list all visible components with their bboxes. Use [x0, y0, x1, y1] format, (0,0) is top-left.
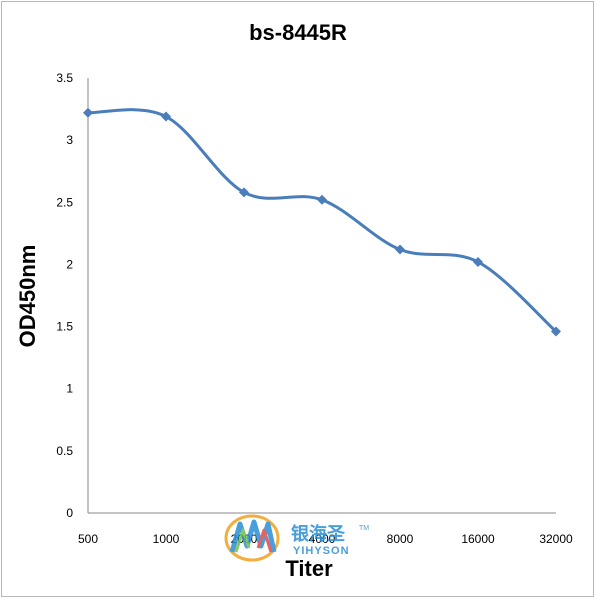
watermark-cn: 银海圣	[291, 523, 346, 545]
watermark-tm: TM	[359, 525, 369, 532]
y-tick-label: 2.5	[56, 195, 73, 209]
x-axis-title: Titer	[285, 556, 333, 581]
data-point-marker	[551, 326, 561, 337]
x-tick-label: 32000	[539, 532, 573, 546]
data-point-marker	[395, 244, 405, 255]
y-tick-labels: 0 0.5 1 1.5 2 2.5 3 3.5	[56, 71, 73, 520]
data-point-marker	[317, 194, 327, 205]
watermark-en: YIHYSON	[293, 545, 350, 557]
y-tick-label: 3	[66, 133, 73, 147]
x-tick-labels: 500 1000 2000 4000 8000 16000 32000	[78, 532, 573, 546]
chart-title: bs-8445R	[249, 20, 347, 45]
x-tick-label: 1000	[153, 532, 180, 546]
y-tick-label: 3.5	[56, 71, 73, 85]
watermark-logo: 银海圣 TM YIHYSON	[224, 514, 369, 562]
y-axis-title: OD450nm	[15, 245, 40, 348]
x-tick-label: 500	[78, 532, 98, 546]
data-point-marker	[161, 111, 171, 122]
y-tick-label: 1.5	[56, 320, 73, 334]
y-tick-label: 0.5	[56, 444, 73, 458]
x-tick-label: 16000	[461, 532, 495, 546]
logo-mark	[224, 514, 280, 562]
y-tick-label: 1	[66, 382, 73, 396]
x-tick-label: 4000	[309, 532, 336, 546]
data-point-marker	[239, 187, 249, 198]
series-line	[86, 108, 558, 334]
x-tick-label: 8000	[387, 532, 414, 546]
series-markers	[83, 107, 561, 337]
y-tick-label: 0	[66, 506, 73, 520]
data-point-marker	[83, 107, 93, 118]
data-point-marker	[473, 256, 483, 267]
y-tick-label: 2	[66, 257, 73, 271]
